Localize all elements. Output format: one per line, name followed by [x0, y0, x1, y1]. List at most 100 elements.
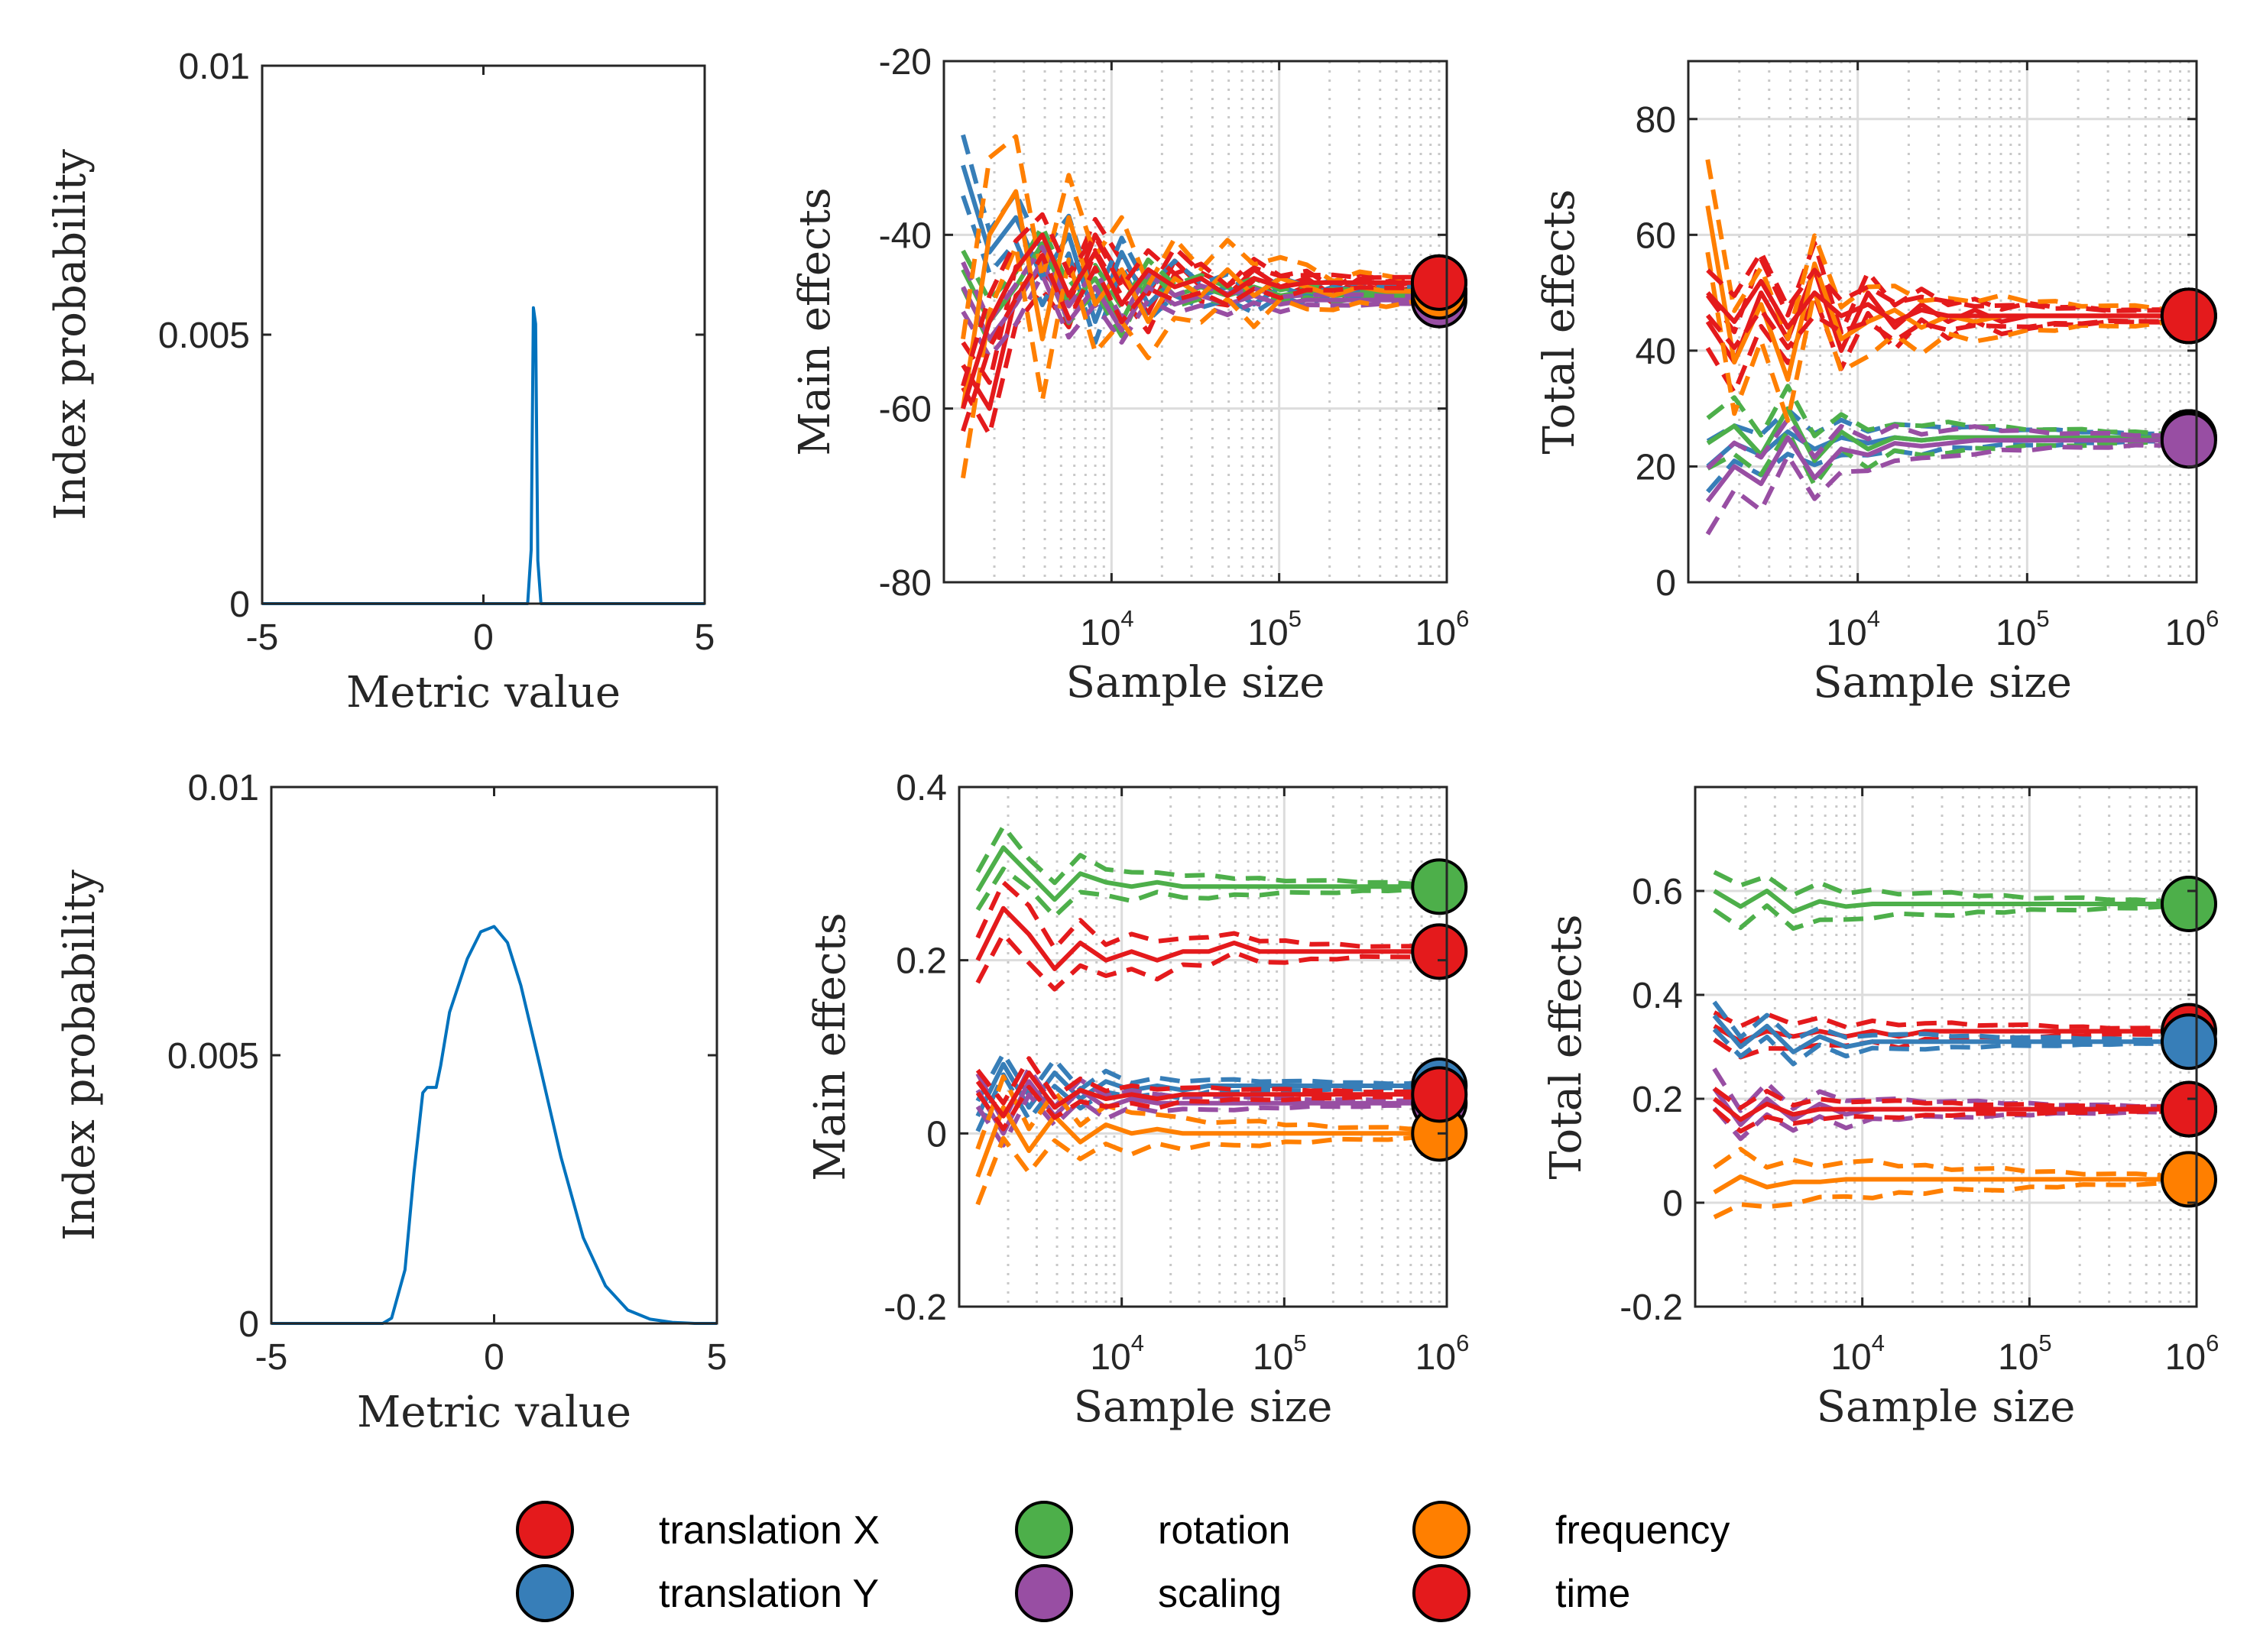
y-axis-label: Index probability [46, 149, 96, 520]
legend-swatch [516, 1564, 574, 1622]
final-marker-time [2160, 1080, 2217, 1138]
final-marker-translation-x [1411, 923, 1468, 980]
series-line-rotation [975, 845, 1440, 902]
final-marker-translation-y [2160, 1013, 2217, 1071]
x-tick-exponent: 6 [2206, 1330, 2219, 1356]
confidence-bound-frequency [1705, 251, 2189, 423]
x-tick-label: 104 [1830, 1330, 1885, 1378]
confidence-bound-rotation [975, 866, 1440, 919]
legend-swatch [1015, 1564, 1073, 1622]
x-tick-exponent: 4 [1867, 605, 1880, 632]
confidence-bound-rotation [975, 824, 1440, 886]
confidence-bound-translation-x [975, 931, 1440, 992]
y-tick-label: 0 [1662, 1184, 1683, 1224]
y-tick-label: 20 [1636, 447, 1676, 488]
y-tick-label: 0.2 [1632, 1080, 1683, 1120]
confidence-bound-frequency [1713, 1146, 2190, 1178]
series-line-rotation [1713, 889, 2189, 915]
x-tick-label: 106 [1415, 605, 1470, 653]
y-tick-label: -0.2 [1620, 1288, 1683, 1328]
legend-swatch [1412, 1564, 1470, 1622]
legend-entry: translation X [516, 1501, 880, 1559]
confidence-bound-frequency [1713, 1181, 2190, 1220]
x-tick-base: 10 [1996, 613, 2036, 653]
x-tick-base: 10 [1253, 1337, 1293, 1378]
confidence-bound-translation-y [975, 1072, 1440, 1132]
y-tick-label: 0 [1655, 563, 1676, 604]
confidence-bound-time [975, 1056, 1440, 1106]
confidence-bound-translation-y [1712, 1000, 2190, 1043]
y-tick-label: -20 [879, 42, 932, 83]
y-tick-label: 0.4 [896, 768, 947, 808]
x-tick-exponent: 6 [1456, 1330, 1469, 1356]
y-tick-label: 0.01 [188, 768, 259, 808]
x-tick-label: 5 [707, 1337, 728, 1378]
x-tick-base: 10 [2165, 613, 2206, 653]
series-line-scaling [1712, 1087, 2189, 1127]
series-line-time [975, 1071, 1440, 1119]
x-axis-label: Sample size [1813, 658, 2072, 708]
confidence-bound-time [975, 1084, 1440, 1132]
confidence-bound-translation-x [1705, 241, 2190, 335]
series-line-translation-y [975, 1061, 1440, 1118]
series-line-rotation [1706, 406, 2189, 463]
x-tick-exponent: 5 [2036, 605, 2049, 632]
x-tick-exponent: 6 [1456, 605, 1469, 632]
y-tick-label: 0.005 [167, 1036, 259, 1077]
x-tick-label: 104 [1080, 605, 1134, 653]
main_top-axes-box [942, 60, 1448, 584]
x-tick-exponent: 6 [2206, 605, 2219, 632]
y-tick-label: 60 [1636, 215, 1676, 256]
x-tick-label: 105 [1247, 605, 1302, 653]
x-tick-base: 10 [2165, 1337, 2206, 1378]
y-tick-label: -60 [879, 390, 932, 430]
legend-entry: rotation [1015, 1501, 1290, 1559]
y-axis-label: Main effects [790, 187, 840, 455]
x-tick-exponent: 4 [1120, 605, 1133, 632]
x-tick-exponent: 4 [1131, 1330, 1144, 1356]
legend-entry: time [1412, 1564, 1630, 1622]
x-tick-exponent: 5 [2038, 1330, 2051, 1356]
x-tick-base: 10 [1830, 1337, 1871, 1378]
dist_top-density-curve [262, 306, 705, 605]
legend-label: translation X [659, 1508, 880, 1553]
series-line-scaling [1705, 435, 2189, 503]
y-tick-label: 0.2 [896, 941, 947, 982]
confidence-bound-rotation [1713, 903, 2190, 931]
confidence-bound-scaling [975, 1092, 1440, 1148]
x-tick-exponent: 5 [1289, 605, 1302, 632]
y-tick-label: 0 [238, 1304, 259, 1345]
x-tick-label: 105 [1998, 1330, 2052, 1378]
legend-swatch [516, 1501, 574, 1559]
y-tick-label: -0.2 [884, 1288, 947, 1328]
x-tick-base: 10 [1415, 613, 1456, 653]
x-axis-label: Sample size [1817, 1382, 2076, 1432]
confidence-bound-translation-x [961, 248, 1440, 437]
series-line-frequency [1713, 1174, 2189, 1194]
x-tick-exponent: 5 [1293, 1330, 1306, 1356]
x-tick-exponent: 4 [1872, 1330, 1885, 1356]
confidence-bound-scaling [961, 245, 1440, 324]
x-tick-base: 10 [1247, 613, 1288, 653]
confidence-bound-frequency [1705, 159, 2189, 342]
x-tick-base: 10 [1415, 1337, 1456, 1378]
x-tick-label: 5 [695, 617, 715, 658]
x-axis-label: Metric value [346, 668, 621, 717]
y-tick-label: 0 [926, 1114, 947, 1155]
x-tick-label: 106 [2165, 605, 2219, 653]
confidence-bound-time [1706, 250, 2190, 315]
final-marker-time [2160, 287, 2217, 345]
confidence-bound-translation-x [1705, 293, 2190, 395]
legend-swatch [1412, 1501, 1470, 1559]
legend-label: rotation [1158, 1508, 1290, 1553]
y-tick-label: 0.4 [1632, 976, 1683, 1016]
x-tick-base: 10 [1080, 613, 1120, 653]
x-tick-label: 105 [1996, 605, 2050, 653]
y-axis-label: Total effects [1535, 189, 1584, 455]
legend-label: scaling [1158, 1572, 1282, 1616]
final-marker-rotation [2160, 876, 2217, 932]
series-line-translation-y [1712, 1014, 2189, 1054]
legend-entry: frequency [1412, 1501, 1730, 1559]
